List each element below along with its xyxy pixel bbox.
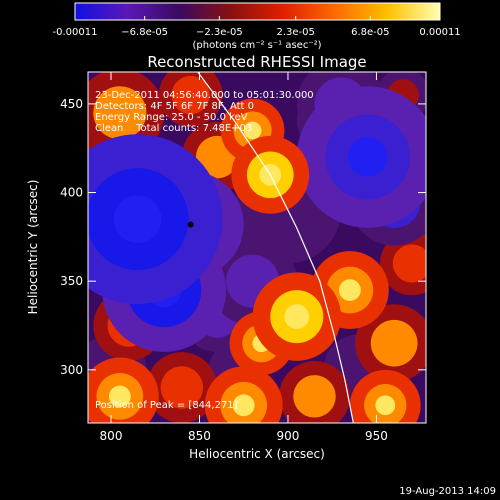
intensity-blob-core: [392, 244, 426, 283]
colorbar-tick-label: -0.00011: [53, 27, 98, 38]
annotation-energy: Energy Range: 25.0 - 50.0 keV: [95, 112, 248, 123]
annotation-clean: Clean Total counts: 7.48E+03: [95, 123, 252, 134]
x-tick-label: 850: [188, 429, 211, 443]
intensity-blob-peak: [232, 394, 255, 417]
peak-marker: [187, 221, 194, 228]
annotation-detectors: Detectors: 4F 5F 6F 7F 8F, Att 0: [95, 101, 254, 112]
intensity-blob-peak: [339, 279, 361, 301]
colorbar-tick-label: 6.8e-05: [351, 27, 389, 38]
intensity-blob-core: [93, 86, 147, 140]
intensity-blob-peak: [108, 385, 131, 408]
intensity-blob-peak: [347, 137, 388, 177]
intensity-blob-peak: [375, 395, 396, 416]
intensity-blob-peak: [284, 304, 310, 330]
colorbar-ticks: -0.00011 −6.8e-05 −2.3e-05 2.3e-05 6.8e-05 0.…: [53, 16, 461, 38]
y-axis: 300 350 400 450: [60, 97, 426, 377]
peak-position-label: Position of Peak = [844,271]: [95, 400, 238, 411]
footer-date: 19-Aug-2013 14:09: [399, 486, 496, 497]
intensity-blob-peak: [113, 195, 162, 243]
x-axis: 800 850 900 950: [100, 72, 388, 443]
x-tick-label: 800: [100, 429, 123, 443]
y-axis-label: Heliocentric Y (arcsec): [26, 180, 40, 315]
colorbar-tick-label: 0.00011: [419, 27, 460, 38]
y-tick-label: 350: [60, 274, 83, 288]
colorbar-unit-label: (photons cm⁻² s⁻¹ asec⁻²): [192, 40, 321, 51]
plot-area: [88, 72, 426, 423]
annotation-time: 23-Dec-2011 04:56:40.000 to 05:01:30.000: [95, 90, 314, 101]
y-tick-label: 450: [60, 97, 83, 111]
y-tick-label: 400: [60, 186, 83, 200]
intensity-blob-peak: [243, 121, 262, 140]
annotations: 23-Dec-2011 04:56:40.000 to 05:01:30.000…: [95, 90, 314, 411]
plot-frame: [87, 71, 427, 424]
colorbar-tick-label: −6.8e-05: [121, 27, 168, 38]
intensity-blob-core: [370, 319, 418, 367]
y-tick-label: 300: [60, 363, 83, 377]
x-axis-label: Heliocentric X (arcsec): [189, 447, 325, 461]
chart-title: Reconstructed RHESSI Image: [147, 53, 366, 71]
intensity-blob-core: [171, 75, 210, 115]
intensity-blob-core: [293, 375, 336, 418]
x-tick-label: 950: [365, 429, 388, 443]
intensity-blob-core: [160, 366, 204, 409]
colorbar-tick-label: 2.3e-05: [276, 27, 314, 38]
colorbar: -0.00011 −6.8e-05 −2.3e-05 2.3e-05 6.8e-05 0.…: [53, 2, 461, 51]
colorbar-bar: [74, 2, 441, 21]
solar-limb-curve: [197, 72, 354, 423]
colorbar-tick-label: −2.3e-05: [196, 27, 243, 38]
x-tick-label: 900: [277, 429, 300, 443]
